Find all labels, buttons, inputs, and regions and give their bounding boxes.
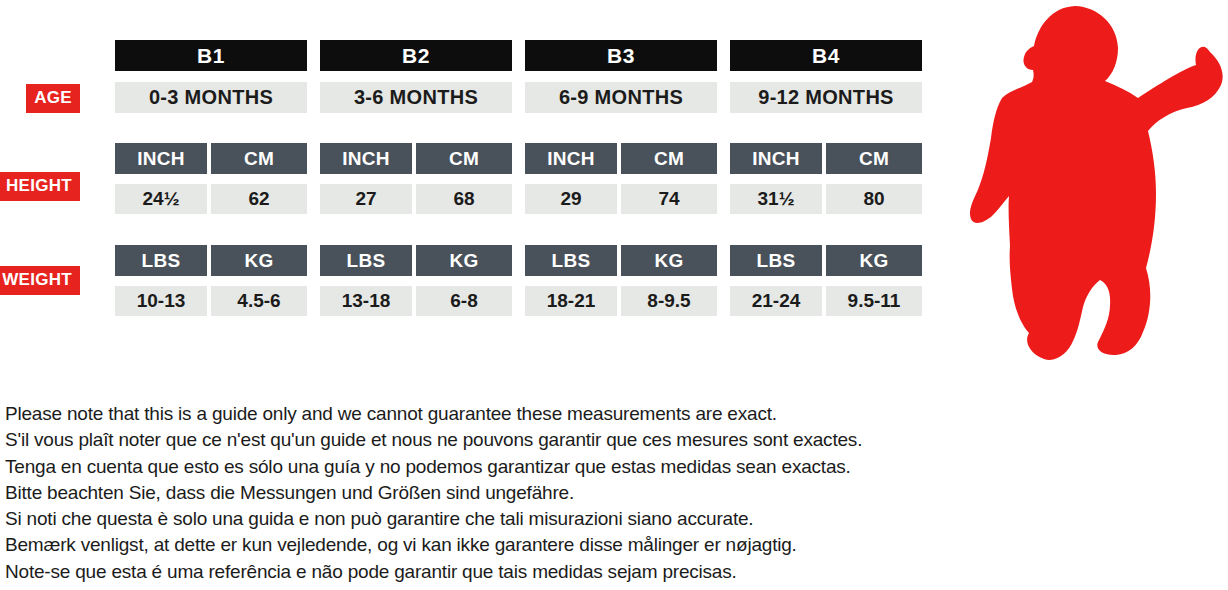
height-inch-value: 27 (320, 184, 412, 214)
weight-row-label: WEIGHT (0, 266, 80, 295)
size-column-b1: B1 0-3 MONTHS INCH CM 24½ 62 LBS KG 10-1… (115, 40, 307, 316)
age-value: 0-3 MONTHS (115, 82, 307, 113)
size-code-header: B2 (320, 40, 512, 71)
height-cm-value: 74 (621, 184, 717, 214)
size-code-header: B3 (525, 40, 717, 71)
disclaimer-line-es: Tenga en cuenta que esto es sólo una guí… (5, 454, 862, 480)
inch-unit-header: INCH (115, 143, 207, 174)
inch-unit-header: INCH (730, 143, 822, 174)
height-row-label: HEIGHT (0, 172, 80, 201)
age-row-label: AGE (26, 84, 80, 113)
kg-unit-header: KG (621, 245, 717, 276)
weight-kg-value: 9.5-11 (826, 286, 922, 316)
disclaimer-line-pt: Note-se que esta é uma referência e não … (5, 559, 862, 585)
age-value: 6-9 MONTHS (525, 82, 717, 113)
height-inch-value: 24½ (115, 184, 207, 214)
cm-unit-header: CM (416, 143, 512, 174)
disclaimer-line-da: Bemærk venligst, at dette er kun vejlede… (5, 532, 862, 558)
cm-unit-header: CM (621, 143, 717, 174)
size-column-b3: B3 6-9 MONTHS INCH CM 29 74 LBS KG 18-21… (525, 40, 717, 316)
lbs-unit-header: LBS (525, 245, 617, 276)
cm-unit-header: CM (826, 143, 922, 174)
disclaimer-text: Please note that this is a guide only an… (5, 401, 862, 585)
cm-unit-header: CM (211, 143, 307, 174)
size-column-b4: B4 9-12 MONTHS INCH CM 31½ 80 LBS KG 21-… (730, 40, 922, 316)
age-value: 9-12 MONTHS (730, 82, 922, 113)
kg-unit-header: KG (416, 245, 512, 276)
weight-kg-value: 6-8 (416, 286, 512, 316)
inch-unit-header: INCH (320, 143, 412, 174)
lbs-unit-header: LBS (730, 245, 822, 276)
disclaimer-line-fr: S'il vous plaît noter que ce n'est qu'un… (5, 427, 862, 453)
weight-lbs-value: 18-21 (525, 286, 617, 316)
height-cm-value: 62 (211, 184, 307, 214)
lbs-unit-header: LBS (320, 245, 412, 276)
size-code-header: B1 (115, 40, 307, 71)
height-inch-value: 31½ (730, 184, 822, 214)
lbs-unit-header: LBS (115, 245, 207, 276)
baby-thumbs-up-icon (960, 0, 1228, 380)
size-code-header: B4 (730, 40, 922, 71)
disclaimer-line-it: Si noti che questa è solo una guida e no… (5, 506, 862, 532)
weight-lbs-value: 13-18 (320, 286, 412, 316)
size-chart-page: AGE HEIGHT WEIGHT B1 0-3 MONTHS INCH CM … (0, 0, 1228, 590)
age-value: 3-6 MONTHS (320, 82, 512, 113)
height-cm-value: 68 (416, 184, 512, 214)
inch-unit-header: INCH (525, 143, 617, 174)
weight-kg-value: 8-9.5 (621, 286, 717, 316)
kg-unit-header: KG (211, 245, 307, 276)
disclaimer-line-de: Bitte beachten Sie, dass die Messungen u… (5, 480, 862, 506)
kg-unit-header: KG (826, 245, 922, 276)
weight-kg-value: 4.5-6 (211, 286, 307, 316)
height-cm-value: 80 (826, 184, 922, 214)
weight-lbs-value: 21-24 (730, 286, 822, 316)
disclaimer-line-en: Please note that this is a guide only an… (5, 401, 862, 427)
size-column-b2: B2 3-6 MONTHS INCH CM 27 68 LBS KG 13-18… (320, 40, 512, 316)
height-inch-value: 29 (525, 184, 617, 214)
weight-lbs-value: 10-13 (115, 286, 207, 316)
